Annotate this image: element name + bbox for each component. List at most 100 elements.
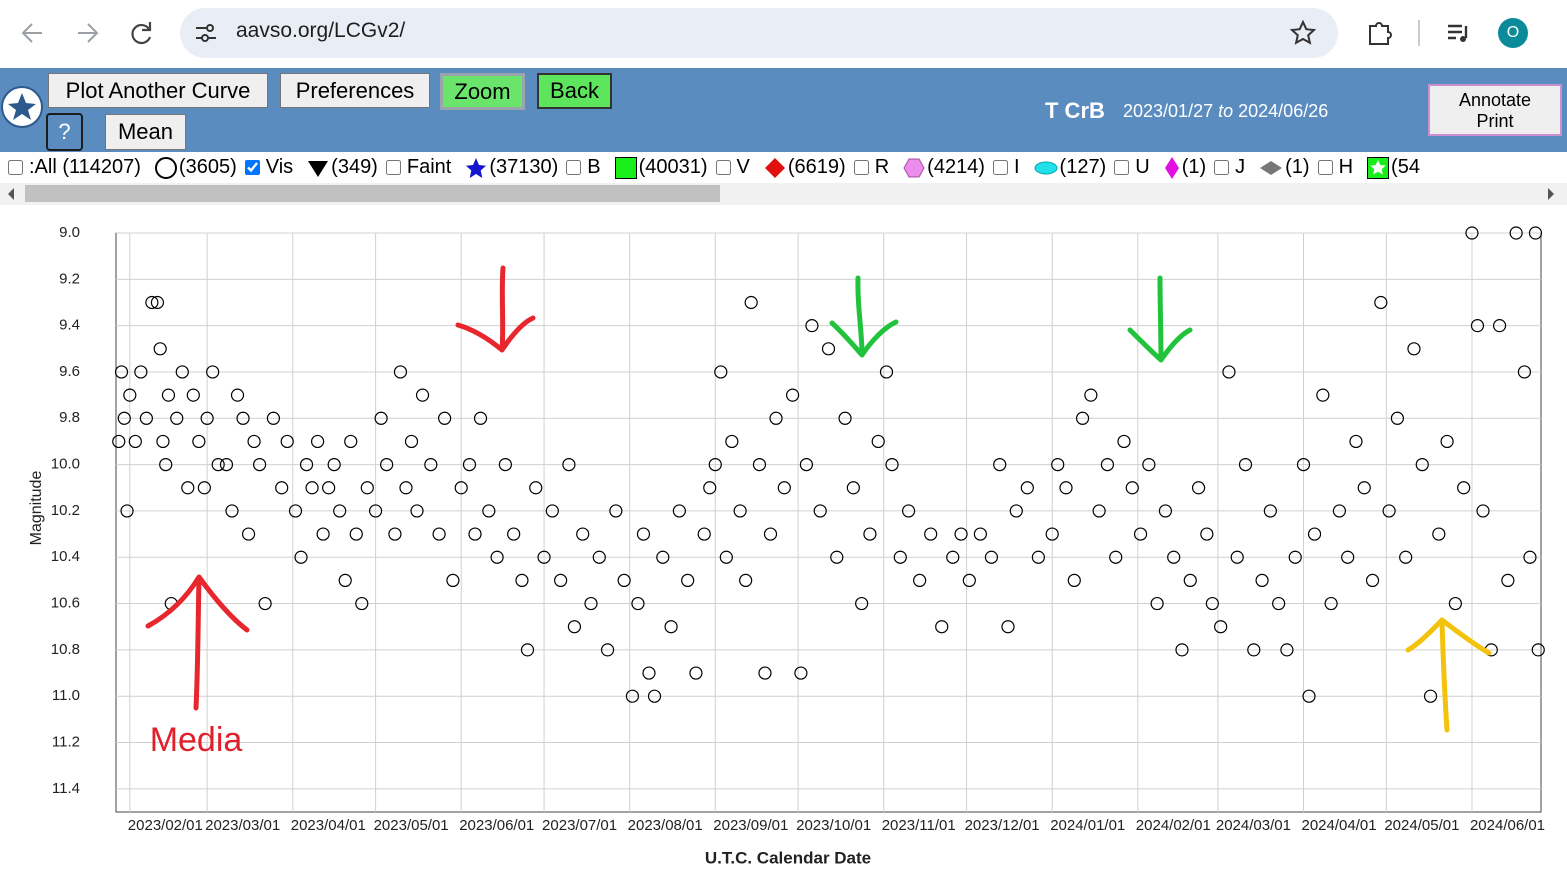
data-point — [993, 458, 1007, 472]
data-point — [1302, 689, 1316, 703]
data-point — [1531, 643, 1545, 657]
data-point — [1415, 458, 1429, 472]
data-point — [1476, 504, 1490, 518]
data-point — [1158, 504, 1173, 518]
data-point — [305, 481, 319, 495]
data-point — [799, 458, 814, 472]
data-point — [1263, 504, 1277, 518]
data-point — [236, 411, 250, 425]
data-point — [1092, 504, 1106, 518]
annotation: Media — [150, 721, 243, 759]
data-point — [879, 365, 894, 379]
scroll-thumb[interactable] — [25, 185, 720, 202]
y-tick-label: 9.8 — [59, 409, 80, 426]
data-point — [1523, 550, 1537, 564]
media-icon[interactable] — [1416, 18, 1486, 48]
legend-checkbox[interactable] — [853, 160, 869, 175]
y-tick-label: 9.0 — [59, 224, 80, 241]
help-button[interactable]: ? — [46, 113, 83, 151]
site-info-icon[interactable] — [194, 22, 218, 44]
data-point — [562, 458, 576, 472]
legend-checkbox[interactable] — [244, 160, 260, 175]
data-point — [545, 504, 559, 518]
legend-checkbox[interactable] — [1317, 160, 1333, 175]
data-point — [647, 689, 662, 703]
data-point — [871, 434, 885, 449]
data-point — [114, 365, 129, 379]
data-point — [703, 481, 717, 495]
data-point — [1059, 481, 1073, 495]
data-point — [1501, 573, 1515, 587]
data-point — [139, 411, 153, 425]
data-point — [266, 411, 281, 425]
data-point — [794, 666, 808, 680]
data-point — [576, 527, 590, 541]
x-axis-title: U.T.C. Calendar Date — [705, 848, 871, 867]
zoom-button[interactable]: Zoom — [440, 73, 525, 110]
legend-checkbox[interactable] — [385, 160, 401, 175]
legend-checkbox[interactable] — [992, 160, 1008, 175]
data-point — [592, 550, 606, 564]
u-symbol — [1034, 161, 1058, 174]
data-point — [338, 573, 352, 587]
plot-another-button[interactable]: Plot Another Curve — [48, 73, 268, 108]
data-point — [1432, 527, 1446, 541]
all-checkbox[interactable] — [8, 160, 23, 175]
data-point — [288, 504, 303, 518]
date-sep: to — [1218, 101, 1234, 121]
data-point — [769, 411, 783, 425]
all-label: :All (114207) — [29, 156, 141, 178]
data-point — [821, 342, 836, 356]
faint-symbol — [308, 160, 329, 177]
data-point — [206, 365, 220, 379]
legend-checkbox[interactable] — [715, 160, 731, 175]
address-bar[interactable] — [180, 8, 1338, 58]
data-point — [355, 596, 369, 611]
data-point — [1399, 550, 1413, 564]
y-tick-label: 10.0 — [51, 456, 80, 473]
data-point — [719, 550, 733, 564]
url[interactable]: aavso.org/LCGv2/ — [236, 19, 406, 42]
x-tick-label: 2023/12/01 — [965, 817, 1040, 834]
legend-count: (127) — [1059, 156, 1107, 178]
chart: Magnitude U.T.C. Calendar Date 9.0 9.2 9.4… — [28, 224, 1545, 868]
data-point — [1247, 643, 1261, 657]
legend-count: (40031) — [638, 156, 708, 178]
data-point — [893, 550, 907, 564]
data-point — [885, 458, 899, 472]
data-point — [145, 295, 159, 310]
y-tick-label: 10.4 — [51, 548, 80, 565]
x-tick-label: 2023/04/01 — [291, 817, 366, 834]
annotate-print-button[interactable]: Annotate Print — [1428, 84, 1562, 136]
data-point — [424, 458, 438, 472]
data-point — [128, 434, 142, 449]
data-point — [537, 550, 551, 564]
data-point — [777, 481, 791, 495]
profile-avatar[interactable]: O — [1498, 18, 1528, 48]
date-from: 2023/01/27 — [1123, 101, 1214, 121]
data-point — [1175, 643, 1189, 657]
data-point — [805, 319, 819, 333]
bookmark-star[interactable] — [1290, 20, 1316, 46]
legend-count: (1) — [1181, 156, 1207, 178]
data-point — [150, 295, 165, 310]
back-button[interactable]: Back — [537, 73, 612, 109]
legend-count: (349) — [331, 156, 378, 178]
data-point — [946, 550, 960, 564]
data-point — [360, 481, 374, 495]
v-symbol — [614, 156, 637, 179]
data-point — [1296, 458, 1311, 472]
preferences-button[interactable]: Preferences — [280, 73, 430, 108]
y-tick-label: 9.2 — [59, 270, 80, 287]
data-point — [1465, 226, 1479, 240]
scroll-arrows[interactable] — [4, 187, 1566, 201]
data-point — [112, 434, 126, 449]
data-point — [432, 527, 446, 541]
mean-button[interactable]: Mean — [105, 114, 186, 150]
data-point — [901, 504, 916, 518]
data-point — [838, 411, 852, 425]
legend-checkbox[interactable] — [566, 160, 582, 175]
legend-checkbox[interactable] — [1114, 160, 1130, 175]
extensions-icon[interactable] — [1366, 18, 1394, 46]
legend-checkbox[interactable] — [1214, 160, 1230, 175]
